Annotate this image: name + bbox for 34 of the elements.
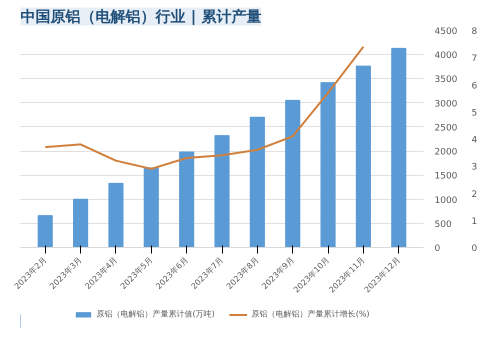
bar	[356, 66, 371, 248]
y-tick-label: 0	[434, 244, 440, 254]
y2-tick-label: 2	[472, 190, 478, 200]
bar	[391, 48, 406, 248]
y-tick-label: 4000	[434, 51, 458, 62]
y-tick-label: 3000	[434, 99, 458, 110]
y-tick-label: 4500	[434, 27, 458, 37]
y-tick-label: 3500	[434, 75, 458, 86]
y2-tick-label: 5	[472, 108, 478, 118]
line-series	[44, 46, 364, 170]
chart-title: 中国原铝（电解铝）行业 | 累计产量	[20, 8, 262, 26]
bar	[179, 152, 194, 248]
bar	[285, 100, 300, 248]
y2-tick-label: 4	[472, 136, 478, 146]
y2-tick-label: 8	[472, 27, 478, 37]
y-tick-label: 500	[434, 220, 452, 230]
y2-tick-label: 1	[472, 216, 478, 227]
bar	[38, 215, 53, 248]
y-tick-label: 2000	[434, 148, 458, 158]
y2-tick-label: 6	[472, 81, 478, 92]
bar	[144, 167, 159, 248]
y2-tick-label: 0	[472, 244, 478, 254]
bar	[214, 135, 230, 248]
y-tick-label: 2500	[434, 123, 458, 134]
bar	[108, 182, 124, 248]
legend-label: 原铝（电解铝）产量累计增长(%)	[252, 308, 370, 320]
y-tick-label: 1500	[434, 172, 458, 182]
bar	[250, 116, 265, 248]
legend-label: 原铝（电解铝）产量累计值(万吨)	[96, 308, 215, 320]
bar	[320, 82, 336, 248]
y-tick-label: 1000	[434, 196, 458, 206]
y2-tick-label: 7	[472, 54, 478, 64]
y2-tick-label: 3	[472, 162, 478, 173]
bar	[73, 198, 88, 248]
